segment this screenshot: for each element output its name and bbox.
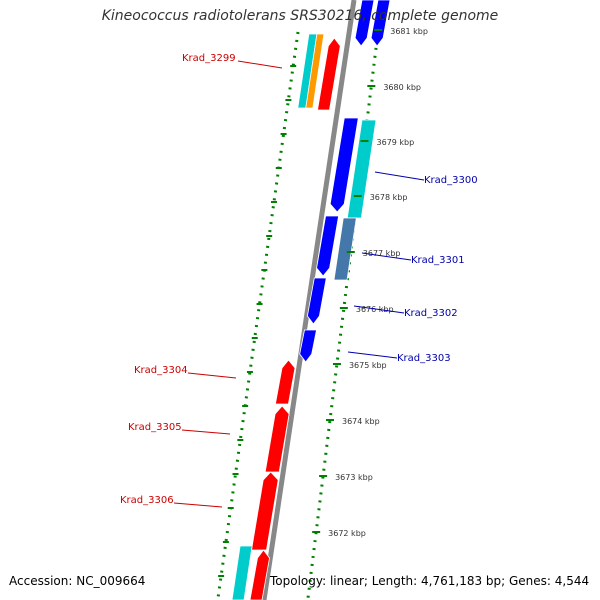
gene-label-leader	[173, 502, 223, 508]
tick-label: 3676 kbp	[356, 305, 394, 314]
gene-label-leader	[361, 252, 412, 261]
gene-label[interactable]: Krad_3299	[182, 53, 236, 64]
gene-krad-3301	[316, 215, 340, 277]
gene-label[interactable]: Krad_3301	[411, 255, 465, 266]
gene-label[interactable]: Krad_3303	[397, 353, 451, 364]
gene-krad-3307	[249, 549, 270, 600]
tick-label: 3677 kbp	[363, 249, 401, 258]
gene-label[interactable]: Krad_3304	[134, 365, 188, 376]
gene-label[interactable]: Krad_3306	[120, 495, 174, 506]
accession-label: Accession: NC_009664	[9, 574, 146, 588]
gene-krad-3302	[306, 277, 327, 325]
gene-krad-3299	[317, 37, 341, 111]
gene-label[interactable]: Krad_3302	[404, 308, 458, 319]
page-title: Kineococcus radiotolerans SRS30216, comp…	[101, 8, 499, 24]
gene-krad-3299-misc	[305, 33, 325, 109]
tick-label: 3674 kbp	[342, 417, 380, 426]
tick-label: 3672 kbp	[328, 529, 366, 538]
gene-krad-3298b	[370, 0, 391, 47]
tick-label: 3673 kbp	[335, 473, 373, 482]
gene-krad-3300-rna	[346, 119, 377, 219]
gene-label-leader	[181, 429, 231, 435]
gene-label[interactable]: Krad_3305	[128, 422, 182, 433]
gene-krad-3306	[251, 471, 279, 551]
gene-krad-3303	[299, 329, 317, 363]
gene-label-leader	[187, 372, 237, 379]
gene-label[interactable]: Krad_3300	[424, 175, 478, 186]
gene-label-leader	[374, 171, 425, 181]
gene-krad-3307-rna	[231, 545, 253, 600]
tick-label: 3678 kbp	[370, 193, 408, 202]
tick-label: 3681 kbp	[390, 27, 428, 36]
gene-label-leader	[237, 60, 283, 69]
tick-label: 3675 kbp	[349, 361, 387, 370]
tick-label: 3679 kbp	[377, 138, 415, 147]
tick-label: 3680 kbp	[383, 83, 421, 92]
gene-krad-3305	[264, 405, 290, 473]
gene-label-leader	[353, 305, 405, 314]
gene-krad-3304	[274, 359, 296, 405]
gene-krad-3300	[329, 117, 359, 213]
gene-krad-3301-pseudo	[333, 217, 357, 281]
genome-stats: Topology: linear; Length: 4,761,183 bp; …	[270, 574, 590, 588]
gene-label-leader	[347, 351, 398, 359]
backbone	[261, 0, 357, 600]
gene-krad-3298a	[354, 0, 375, 47]
